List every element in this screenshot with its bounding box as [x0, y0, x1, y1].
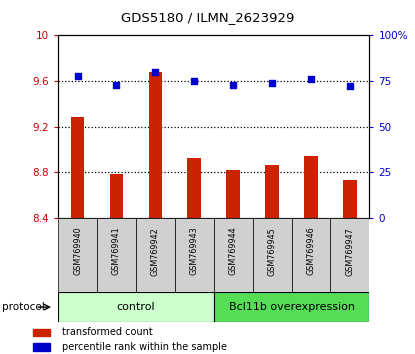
Bar: [33, 343, 50, 350]
Bar: [214, 218, 253, 292]
Text: GDS5180 / ILMN_2623929: GDS5180 / ILMN_2623929: [121, 11, 294, 24]
Text: percentile rank within the sample: percentile rank within the sample: [62, 342, 227, 352]
Point: [308, 76, 314, 82]
Bar: [291, 218, 330, 292]
Text: GSM769943: GSM769943: [190, 227, 199, 275]
Bar: [33, 329, 50, 336]
Bar: [304, 156, 318, 218]
Bar: [343, 180, 357, 218]
Text: Bcl11b overexpression: Bcl11b overexpression: [229, 302, 354, 312]
Bar: [71, 118, 84, 218]
Text: GSM769940: GSM769940: [73, 227, 82, 275]
Bar: [226, 170, 240, 218]
Text: GSM769945: GSM769945: [268, 227, 276, 275]
Text: GSM769946: GSM769946: [307, 227, 315, 275]
Bar: [149, 72, 162, 218]
Bar: [330, 218, 369, 292]
Text: GSM769944: GSM769944: [229, 227, 238, 275]
Bar: [265, 165, 279, 218]
Text: protocol: protocol: [2, 302, 45, 312]
Bar: [253, 218, 292, 292]
Point: [191, 78, 198, 84]
Bar: [97, 218, 136, 292]
Point: [113, 82, 120, 87]
Bar: [136, 218, 175, 292]
Point: [347, 84, 353, 89]
Point: [74, 73, 81, 78]
Bar: [175, 218, 214, 292]
Text: GSM769947: GSM769947: [345, 227, 354, 275]
Text: transformed count: transformed count: [62, 327, 153, 337]
Bar: [58, 218, 97, 292]
Bar: [188, 159, 201, 218]
Bar: [214, 292, 369, 322]
Point: [269, 80, 276, 86]
Text: GSM769942: GSM769942: [151, 227, 160, 275]
Point: [152, 69, 159, 75]
Bar: [58, 292, 214, 322]
Point: [230, 82, 237, 87]
Text: GSM769941: GSM769941: [112, 227, 121, 275]
Text: control: control: [117, 302, 155, 312]
Bar: [110, 175, 123, 218]
